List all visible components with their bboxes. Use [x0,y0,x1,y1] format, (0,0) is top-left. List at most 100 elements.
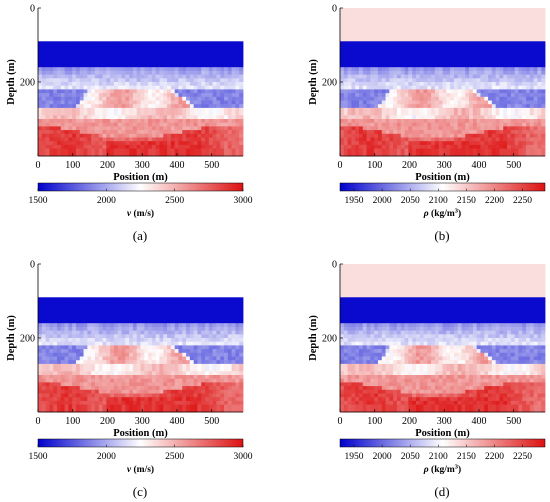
heatmap-cell [170,82,176,87]
heatmap-cell [518,100,523,105]
heatmap-cell [41,304,46,309]
heatmap-cell [377,148,383,153]
heatmap-cell [167,41,172,46]
heatmap-cell [415,11,421,16]
heatmap-cell [419,15,424,20]
heatmap-cell [60,119,65,124]
heatmap-cell [189,26,195,31]
heatmap-cell [113,41,119,46]
heatmap-cell [56,26,62,31]
heatmap-cell [450,11,455,16]
heatmap-cell [45,130,50,135]
heatmap-cell [174,30,179,35]
heatmap-cell [510,111,516,116]
heatmap-cell [41,41,46,46]
heatmap-cell [121,119,126,124]
heatmap-cell [412,78,417,83]
heatmap-cell [186,26,191,31]
heatmap-cell [64,63,69,68]
heatmap-cell [377,93,383,98]
heatmap-cell [174,45,179,50]
heatmap-cell [53,141,58,146]
heatmap-cell [60,293,65,298]
heatmap-cell [174,93,179,98]
heatmap-cell [434,111,440,116]
heatmap-cell [488,63,493,68]
heatmap-cell [518,122,523,127]
heatmap-cell [484,133,489,138]
heatmap-cell [362,37,367,42]
heatmap-cell [144,93,149,98]
heatmap-cell [125,275,130,280]
heatmap-cell [72,133,77,138]
heatmap-cell [72,8,77,13]
heatmap-cell [189,148,195,153]
heatmap-cell [197,148,202,153]
heatmap-cell [404,19,409,24]
heatmap-cell [201,11,206,16]
heatmap-cell [351,41,356,46]
heatmap-cell [427,63,432,68]
heatmap-cell [148,271,153,276]
heatmap-cell [231,89,236,94]
heatmap-cell [178,264,183,269]
heatmap-cell [140,8,145,13]
heatmap-cell [370,96,375,101]
heatmap-cell [174,89,179,94]
heatmap-cell [442,122,447,127]
heatmap-cell [178,33,183,38]
heatmap-cell [453,100,459,105]
heatmap-cell [132,297,138,302]
heatmap-cell [415,74,421,79]
heatmap-cell [495,133,500,138]
heatmap-cell [91,26,96,31]
heatmap-cell [457,107,462,112]
heatmap-cell [125,271,130,276]
heatmap-cell [377,85,383,90]
heatmap-cell [205,56,210,61]
heatmap-cell [205,126,210,131]
heatmap-cell [537,63,542,68]
heatmap-cell [189,11,195,16]
heatmap-cell [140,96,145,101]
heatmap-cell [186,85,191,90]
heatmap-cell [518,104,523,109]
heatmap-cell [208,119,214,124]
heatmap-cell [526,26,531,31]
heatmap-cell [64,297,69,302]
heatmap-cell [431,130,436,135]
heatmap-cell [224,271,229,276]
heatmap-cell [178,297,183,302]
heatmap-cell [541,111,546,116]
heatmap-cell [389,78,394,83]
heatmap-cell [167,141,172,146]
heatmap-cell [197,96,202,101]
heatmap-cell [465,130,470,135]
heatmap-cell [431,33,436,38]
heatmap-cell [427,22,432,27]
heatmap-cell [129,289,134,294]
heatmap-cell [121,286,126,291]
heatmap-cell [106,15,111,20]
heatmap-cell [526,70,531,75]
heatmap-cell [453,45,459,50]
heatmap-cell [541,30,546,35]
heatmap-cell [72,104,77,109]
heatmap-cell [514,85,519,90]
heatmap-cell [208,56,214,61]
heatmap-cell [438,8,443,13]
heatmap-cell [220,297,225,302]
heatmap-cell [148,93,153,98]
heatmap-cell [370,8,375,13]
heatmap-cell [189,122,195,127]
heatmap-cell [453,30,459,35]
heatmap-cell [231,275,236,280]
heatmap-cell [102,15,107,20]
heatmap-cell [60,96,65,101]
heatmap-cell [132,96,138,101]
heatmap-cell [201,100,206,105]
heatmap-cell [94,264,100,269]
heatmap-cell [212,152,217,157]
heatmap-cell [235,130,240,135]
panel-letter: (b) [434,228,449,243]
